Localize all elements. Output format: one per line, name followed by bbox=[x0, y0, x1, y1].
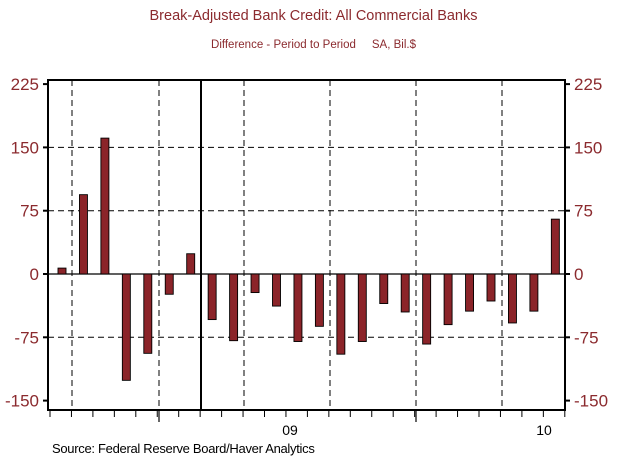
chart-subtitle: Difference - Period to Period SA, Bil.$ bbox=[211, 39, 416, 51]
y-tick-label-left: -150 bbox=[5, 392, 39, 411]
bar bbox=[422, 273, 432, 345]
x-tick-label: 09 bbox=[282, 422, 298, 438]
bar bbox=[465, 273, 474, 312]
bar bbox=[207, 273, 217, 321]
y-tick-label-right: 150 bbox=[574, 138, 602, 157]
y-tick-label-right: 75 bbox=[574, 202, 593, 221]
bar bbox=[508, 273, 517, 324]
plot-frame bbox=[47, 79, 566, 411]
y-tick-label-right: -75 bbox=[574, 328, 599, 347]
bar bbox=[229, 273, 239, 342]
bar bbox=[550, 218, 560, 275]
bar bbox=[164, 273, 174, 295]
bar bbox=[121, 273, 131, 381]
bar bbox=[78, 194, 88, 275]
bar bbox=[293, 273, 303, 342]
bar bbox=[143, 273, 153, 354]
y-tick-label-left: 150 bbox=[11, 138, 39, 157]
source-note: Source: Federal Reserve Board/Haver Anal… bbox=[52, 441, 315, 456]
y-tick-label-left: 225 bbox=[11, 75, 39, 94]
bar bbox=[250, 273, 260, 294]
bar bbox=[336, 273, 346, 355]
bar bbox=[314, 273, 324, 327]
bar bbox=[379, 273, 389, 304]
bar bbox=[57, 267, 67, 275]
bar bbox=[272, 273, 281, 307]
bar bbox=[186, 253, 196, 275]
y-tick-label-left: -75 bbox=[14, 328, 39, 347]
bar bbox=[357, 273, 367, 342]
y-tick-label-right: 0 bbox=[574, 265, 583, 284]
y-tick-label-right: 225 bbox=[574, 75, 602, 94]
bar bbox=[486, 273, 496, 302]
x-tick-label: 10 bbox=[536, 422, 552, 438]
chart-title: Break-Adjusted Bank Credit: All Commerci… bbox=[149, 8, 478, 24]
bar bbox=[100, 137, 110, 275]
bar bbox=[529, 273, 539, 312]
y-tick-label-left: 75 bbox=[20, 202, 39, 221]
bar bbox=[400, 273, 410, 313]
y-tick-label-left: 0 bbox=[30, 265, 39, 284]
bar bbox=[443, 273, 453, 326]
y-tick-label-right: -150 bbox=[574, 392, 608, 411]
